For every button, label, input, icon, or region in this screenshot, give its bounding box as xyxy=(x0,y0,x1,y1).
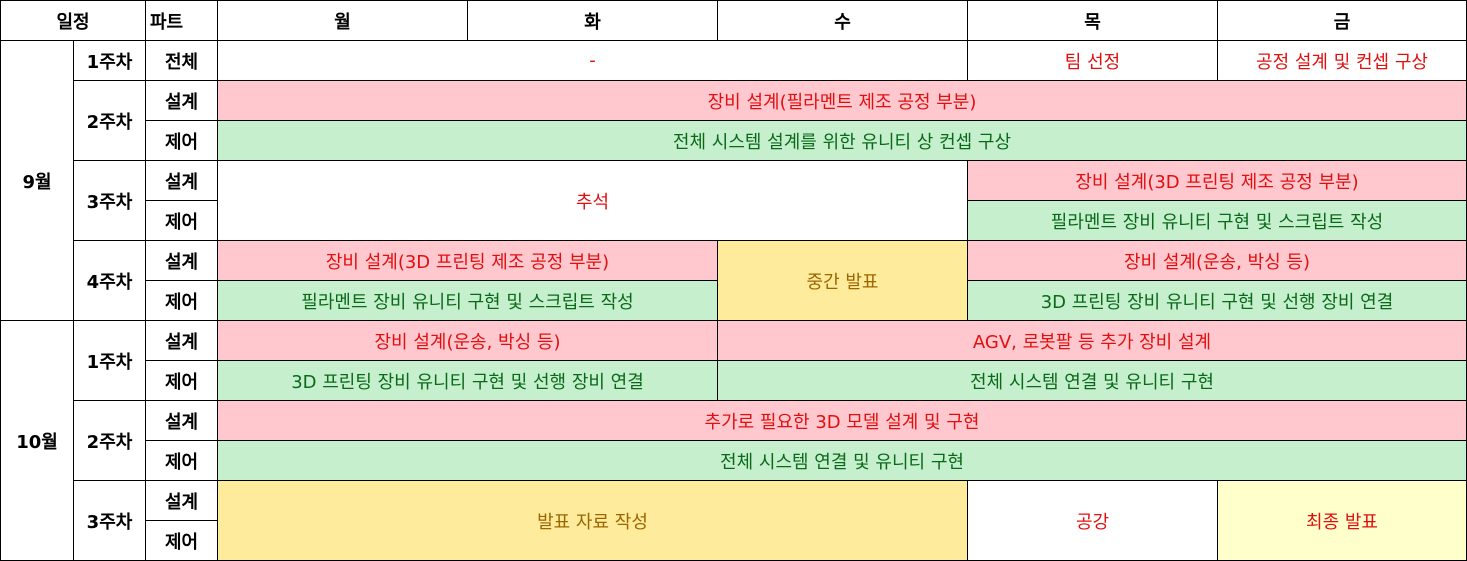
part-design: 설계 xyxy=(145,160,218,201)
week-label: 4주차 xyxy=(73,240,146,321)
table-row: 10월 1주차 설계 장비 설계(운송, 박싱 등) AGV, 로봇팔 등 추가… xyxy=(0,320,1467,561)
sep-w3-control: 필라멘트 장비 유니티 구현 및 스크립트 작성 xyxy=(967,200,1467,241)
sep-w3-design: 장비 설계(3D 프린팅 제조 공정 부분) xyxy=(967,160,1467,201)
sep-w4-design-a: 장비 설계(3D 프린팅 제조 공정 부분) xyxy=(217,240,718,281)
table-row: 3주차 설계 추석 장비 설계(3D 프린팅 제조 공정 부분) xyxy=(1,160,1467,241)
table-row: 제어 필라멘트 장비 유니티 구현 및 스크립트 작성 3D 프린팅 장비 유니… xyxy=(1,280,1467,321)
oct-w1-design-a: 장비 설계(운송, 박싱 등) xyxy=(217,320,718,361)
header-mon: 월 xyxy=(217,0,468,41)
sep-w1-fri: 공정 설계 및 컨셉 구상 xyxy=(1217,40,1467,81)
table-row: 9월 1주차 전체 - 팀 선정 공정 설계 및 컨셉 구상 xyxy=(0,40,1467,321)
oct-w2-design: 추가로 필요한 3D 모델 설계 및 구현 xyxy=(217,400,1467,441)
oct-w3-final-presentation: 최종 발표 xyxy=(1217,480,1467,561)
header-wed: 수 xyxy=(717,0,968,41)
table-row: 제어 xyxy=(1,520,1467,561)
header-thu: 목 xyxy=(967,0,1218,41)
sep-w1-thu: 팀 선정 xyxy=(967,40,1218,81)
table-row: 제어 전체 시스템 연결 및 유니티 구현 xyxy=(1,440,1467,481)
part-design: 설계 xyxy=(145,240,218,281)
part-control: 제어 xyxy=(145,360,218,401)
table-row: 2주차 설계 장비 설계(필라멘트 제조 공정 부분) xyxy=(1,80,1467,161)
header-part: 파트 xyxy=(145,0,218,41)
part-all: 전체 xyxy=(145,40,218,81)
part-control: 제어 xyxy=(145,440,218,481)
header-schedule: 일정 xyxy=(0,0,146,41)
table-row: 2주차 설계 추가로 필요한 3D 모델 설계 및 구현 xyxy=(1,400,1467,481)
sep-w4-control-b: 3D 프린팅 장비 유니티 구현 및 선행 장비 연결 xyxy=(967,280,1467,321)
month-september: 9월 xyxy=(0,40,74,321)
sep-w2-control: 전체 시스템 설계를 위한 유니티 상 컨셉 구상 xyxy=(217,120,1467,161)
month-october: 10월 xyxy=(0,320,74,561)
oct-w1-design-b: AGV, 로봇팔 등 추가 장비 설계 xyxy=(717,320,1467,361)
week-label: 1주차 xyxy=(73,320,146,401)
part-control: 제어 xyxy=(145,520,218,561)
week-label: 2주차 xyxy=(73,400,146,481)
part-design: 설계 xyxy=(145,400,218,441)
sep-w4-design-b: 장비 설계(운송, 박싱 등) xyxy=(967,240,1467,281)
week-label: 2주차 xyxy=(73,80,146,161)
sep-w4-midterm: 중간 발표 xyxy=(717,240,968,321)
table-row: 제어 3D 프린팅 장비 유니티 구현 및 선행 장비 연결 전체 시스템 연결… xyxy=(1,360,1467,401)
oct-w1-control-b: 전체 시스템 연결 및 유니티 구현 xyxy=(717,360,1467,401)
sep-w3-holiday: 추석 xyxy=(217,160,968,241)
oct-w3-presentation-prep: 발표 자료 작성 xyxy=(217,480,968,561)
header-tue: 화 xyxy=(467,0,718,41)
part-control: 제어 xyxy=(145,200,218,241)
sep-w4-control-a: 필라멘트 장비 유니티 구현 및 스크립트 작성 xyxy=(217,280,718,321)
oct-w1-control-a: 3D 프린팅 장비 유니티 구현 및 선행 장비 연결 xyxy=(217,360,718,401)
sep-w2-design: 장비 설계(필라멘트 제조 공정 부분) xyxy=(217,80,1467,121)
part-design: 설계 xyxy=(145,480,218,521)
week-label: 1주차 xyxy=(73,40,146,81)
table-row: 3주차 설계 발표 자료 작성 공강 최종 발표 xyxy=(1,480,1467,561)
header-fri: 금 xyxy=(1217,0,1467,41)
part-control: 제어 xyxy=(145,280,218,321)
part-design: 설계 xyxy=(145,320,218,361)
table-row: 제어 필라멘트 장비 유니티 구현 및 스크립트 작성 xyxy=(1,200,1467,241)
week-label: 3주차 xyxy=(73,480,146,561)
part-control: 제어 xyxy=(145,120,218,161)
part-design: 설계 xyxy=(145,80,218,121)
week-label: 3주차 xyxy=(73,160,146,241)
header-row: 일정 파트 월 화 수 목 금 xyxy=(0,0,1467,41)
table-row: 4주차 설계 장비 설계(3D 프린팅 제조 공정 부분) 중간 발표 장비 설… xyxy=(1,240,1467,321)
sep-w1-dash: - xyxy=(217,40,968,81)
oct-w2-control: 전체 시스템 연결 및 유니티 구현 xyxy=(217,440,1467,481)
table-row: 제어 전체 시스템 설계를 위한 유니티 상 컨셉 구상 xyxy=(1,120,1467,161)
oct-w3-no-class: 공강 xyxy=(967,480,1218,561)
